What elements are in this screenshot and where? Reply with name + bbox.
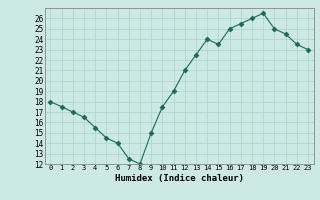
X-axis label: Humidex (Indice chaleur): Humidex (Indice chaleur) [115, 174, 244, 183]
